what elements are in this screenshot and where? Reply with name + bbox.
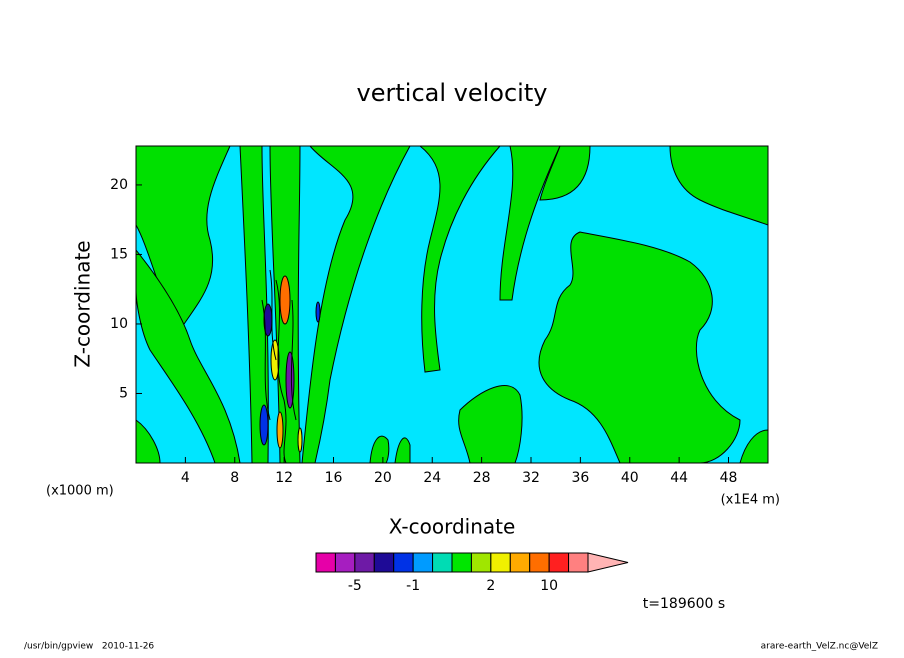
chart-title: vertical velocity <box>357 79 548 107</box>
x-tick-label: 4 <box>181 470 190 486</box>
y-axis-label: Z-coordinate <box>71 240 95 367</box>
colorbar-segment <box>509 552 531 573</box>
x-tick-label: 44 <box>670 470 688 486</box>
colorbar-extension <box>587 552 629 573</box>
colorbar-segment <box>490 552 511 573</box>
colorbar-tick-label: -1 <box>406 578 420 594</box>
colorbar-tick-label: 2 <box>486 578 495 594</box>
colorbar-segment <box>334 552 356 573</box>
footer-right: arare-earth_VelZ.nc@VelZ <box>761 642 878 652</box>
time-label: t=189600 s <box>643 596 725 612</box>
x-unit: (x1E4 m) <box>721 493 780 508</box>
x-axis-label: X-coordinate <box>389 515 516 539</box>
colorbar-segment <box>354 552 375 573</box>
colorbar-tick-label: -5 <box>348 578 362 594</box>
x-tick-label: 48 <box>720 470 738 486</box>
plot-frame <box>135 145 769 464</box>
y-tick-label: 5 <box>119 385 128 401</box>
x-tick-label: 36 <box>571 470 589 486</box>
x-tick-label: 20 <box>374 470 392 486</box>
contour-field <box>135 145 769 464</box>
colorbar-segment <box>393 552 414 573</box>
colorbar-segment <box>451 552 472 573</box>
x-tick-label: 16 <box>325 470 343 486</box>
x-tick-label: 12 <box>275 470 293 486</box>
y-tick-label: 15 <box>110 246 128 262</box>
y-unit: (x1000 m) <box>46 484 114 499</box>
colorbar-segment <box>412 552 434 573</box>
y-tick-label: 10 <box>110 316 128 332</box>
colorbar-segment <box>470 552 492 573</box>
x-tick-label: 40 <box>621 470 639 486</box>
colorbar-segment <box>548 552 570 573</box>
colorbar-segment <box>432 552 453 573</box>
colorbar-tick-label: 10 <box>540 578 558 594</box>
colorbar-segment <box>373 552 395 573</box>
colorbar-segment <box>568 552 589 573</box>
x-tick-label: 24 <box>423 470 441 486</box>
footer-left: /usr/bin/gpview 2010-11-26 <box>24 642 154 652</box>
y-tick-label: 20 <box>110 177 128 193</box>
x-tick-label: 28 <box>473 470 491 486</box>
colorbar-segment <box>529 552 550 573</box>
x-tick-label: 8 <box>230 470 239 486</box>
core-cells <box>259 269 321 464</box>
colorbar-segment <box>315 552 336 573</box>
x-tick-label: 32 <box>522 470 540 486</box>
